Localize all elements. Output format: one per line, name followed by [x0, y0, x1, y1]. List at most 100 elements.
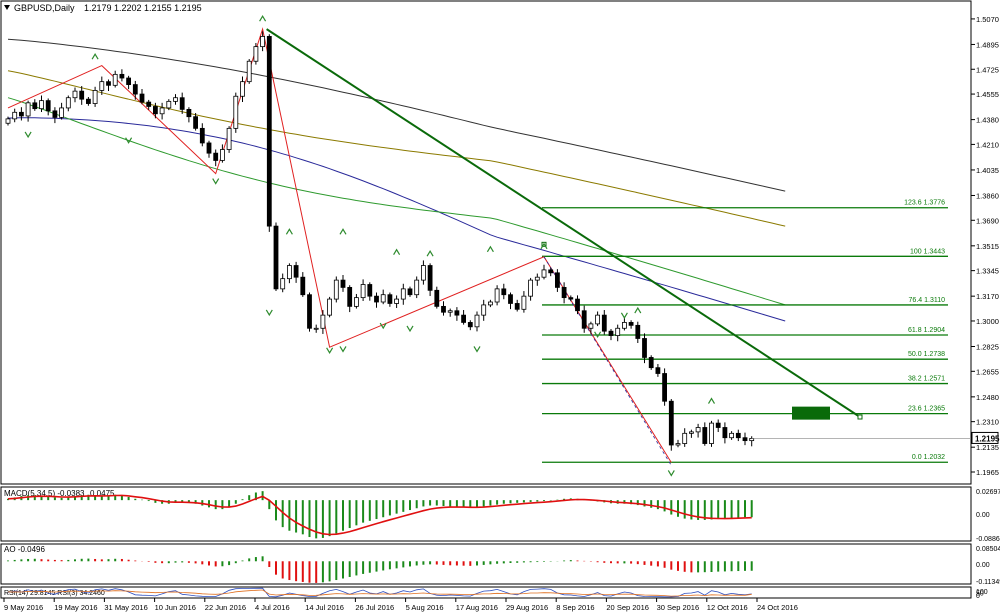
- y-tick-label: 1.2480: [976, 393, 999, 402]
- y-tick-label: 1.4210: [976, 140, 999, 149]
- main-panel-frame: [0, 0, 972, 485]
- candle: [635, 324, 641, 339]
- candle: [300, 276, 306, 296]
- y-tick-label: 1.4035: [976, 166, 999, 175]
- candle: [434, 289, 440, 307]
- last-price-tag-label: 1.2195: [975, 434, 1000, 443]
- candle: [735, 432, 741, 439]
- y-tick-label: 1.3000: [976, 317, 999, 326]
- candle: [152, 106, 158, 115]
- candle: [112, 73, 118, 86]
- fractal-up-marker: [339, 228, 347, 235]
- indicator-tick-label: 0.00: [976, 512, 990, 519]
- candle: [179, 97, 185, 110]
- candle: [12, 111, 18, 120]
- candle: [749, 438, 755, 442]
- y-tick-label: 1.5070: [976, 15, 999, 24]
- projection-dashed-line: [543, 256, 672, 466]
- x-tick-label: 17 Aug 2016: [456, 603, 498, 612]
- candle: [166, 100, 172, 109]
- symbol-label: GBPUSD,Daily: [14, 3, 75, 13]
- candle: [461, 314, 467, 323]
- fractal-up-marker: [91, 52, 99, 60]
- x-tick-label: 30 Sep 2016: [657, 603, 700, 612]
- candle: [447, 310, 453, 313]
- fib-level-label: 61.8 1.2904: [908, 327, 945, 334]
- candle: [333, 279, 339, 300]
- candle: [353, 297, 359, 307]
- candle: [139, 93, 145, 103]
- candle: [615, 327, 621, 336]
- y-tick-label: 1.3345: [976, 267, 999, 276]
- candle: [360, 284, 366, 299]
- y-tick-label: 1.2825: [976, 343, 999, 352]
- candle: [628, 322, 634, 326]
- fractal-down-marker: [212, 178, 220, 185]
- candle: [307, 294, 312, 329]
- candle: [474, 314, 480, 328]
- candle: [313, 327, 319, 330]
- y-tick-label: 1.3690: [976, 216, 999, 225]
- x-tick-label: 26 Jul 2016: [355, 603, 394, 612]
- fractal-down-marker: [379, 322, 387, 330]
- candle: [702, 427, 708, 444]
- macd-label: MACD(5,34,5) -0.0383: [4, 489, 85, 498]
- candle: [742, 437, 748, 442]
- candle: [487, 301, 493, 306]
- indicator-tick-label: 0.02697: [976, 489, 1000, 496]
- fractal-down-marker: [125, 137, 133, 144]
- candle: [501, 288, 507, 296]
- moving-average-line: [7, 70, 786, 227]
- indicator-tick-label: 0.00: [976, 562, 990, 569]
- candle: [92, 90, 98, 104]
- candle: [65, 97, 71, 109]
- fractal-up-marker: [259, 15, 267, 22]
- candle: [420, 265, 426, 281]
- candle: [595, 314, 600, 325]
- ohlc-values: 1.2179 1.2202 1.2155 1.2195: [84, 3, 202, 13]
- candle: [347, 287, 353, 307]
- candle: [555, 272, 560, 288]
- y-tick-label: 1.4380: [976, 116, 999, 125]
- candle: [327, 298, 333, 316]
- y-tick-label: 1.4725: [976, 65, 999, 74]
- candle: [173, 97, 178, 102]
- fractal-up-marker: [634, 306, 642, 314]
- fractal-up-marker: [707, 397, 716, 404]
- fractal-up-marker: [540, 242, 548, 250]
- candle: [548, 269, 554, 274]
- fib-level-label: 0.0 1.2032: [912, 454, 945, 461]
- fractal-down-marker: [339, 346, 347, 353]
- candle: [260, 36, 266, 48]
- last-price-tag: 1.2195: [971, 431, 1000, 444]
- candle: [380, 294, 386, 303]
- fractal-up-marker: [393, 248, 401, 255]
- target-zone-box: [792, 406, 830, 420]
- candle: [106, 81, 111, 86]
- candle: [581, 310, 587, 329]
- y-tick-label: 1.2655: [976, 367, 999, 376]
- candle: [206, 142, 212, 154]
- candle: [266, 36, 272, 227]
- candle: [86, 98, 91, 104]
- fractal-down-marker: [473, 346, 481, 353]
- candle: [159, 107, 165, 115]
- y-tick-label: 1.4895: [976, 40, 999, 49]
- candle: [729, 432, 734, 439]
- x-tick-label: 22 Jun 2016: [205, 603, 246, 612]
- candle: [541, 269, 547, 278]
- candle: [655, 367, 661, 374]
- candle: [233, 95, 239, 129]
- fractal-down-marker: [667, 470, 675, 477]
- y-tick-label: 1.3170: [976, 292, 999, 301]
- candle: [72, 90, 78, 99]
- x-tick-label: 8 Sep 2016: [556, 603, 594, 612]
- fib-level-label: 38.2 1.2571: [908, 376, 945, 383]
- fib-level-label: 50.0 1.2738: [908, 351, 945, 358]
- x-tick-label: 14 Jul 2016: [305, 603, 344, 612]
- candle: [514, 303, 520, 310]
- x-tick-label: 20 Sep 2016: [606, 603, 649, 612]
- candle: [52, 110, 58, 118]
